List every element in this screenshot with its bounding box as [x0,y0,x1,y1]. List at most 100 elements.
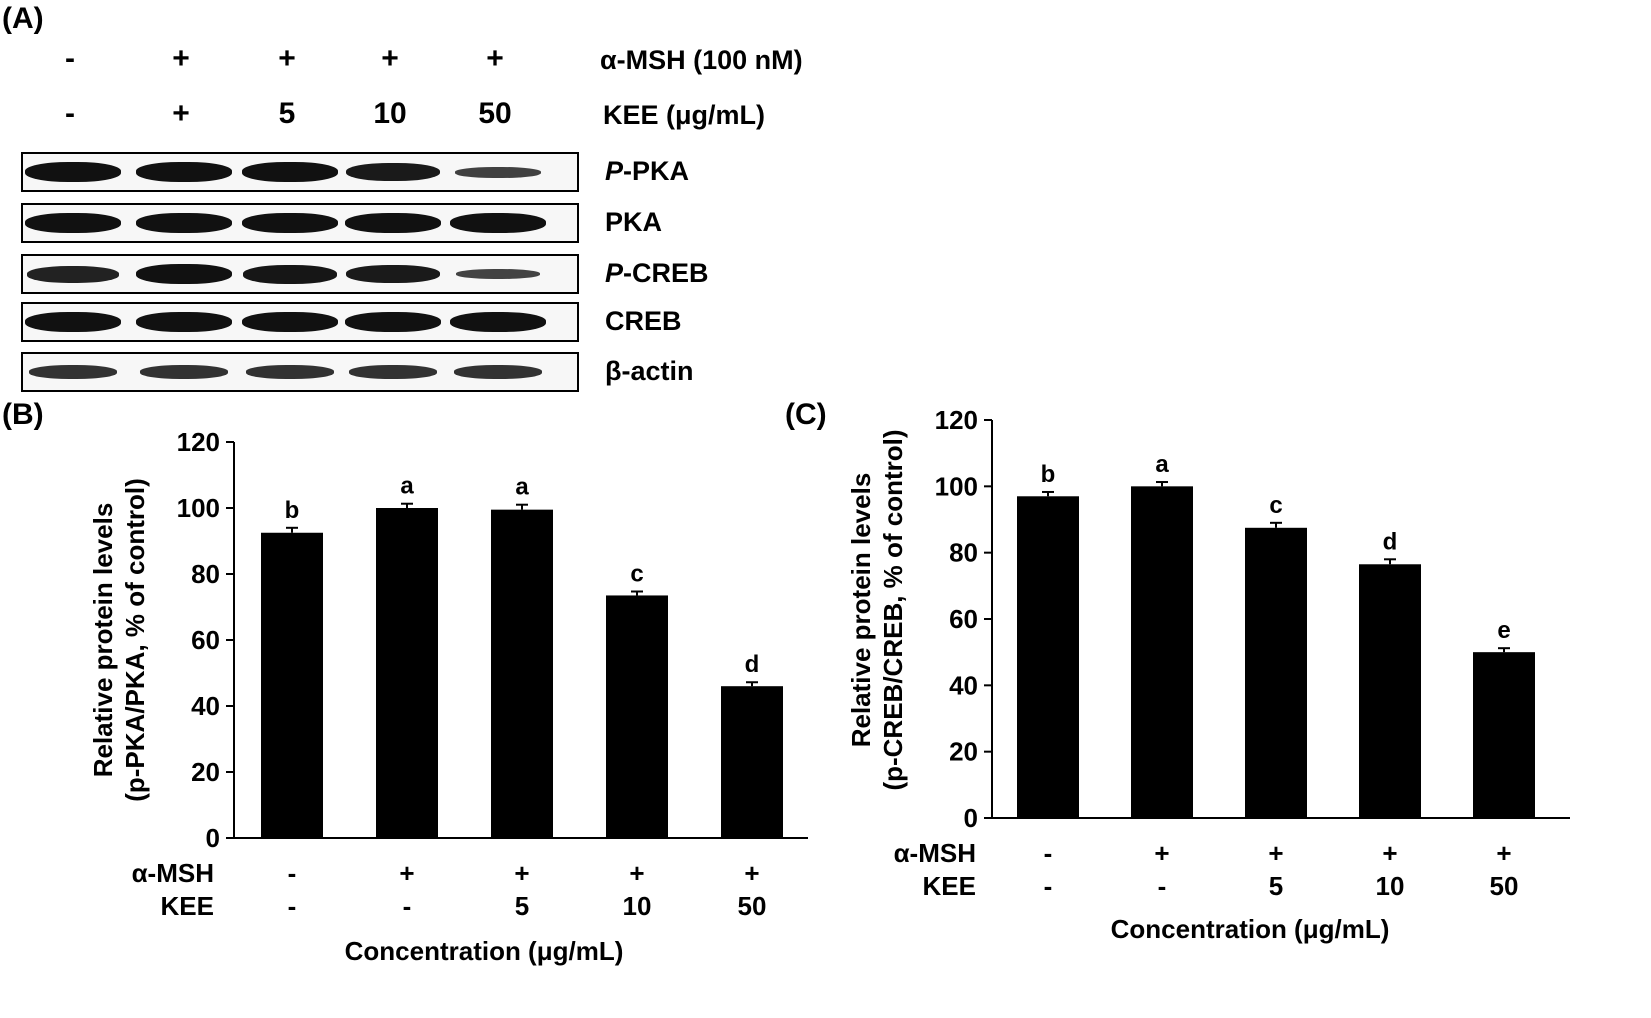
panel-c-label: (C) [785,398,827,431]
lane-treatment-value: 5 [278,97,296,130]
y-axis-label: (p-PKA/PKA, % of control) [120,478,150,802]
blot-band [455,166,541,178]
y-axis-label: Relative protein levels [88,503,118,778]
blot-label-prefix: P [605,156,624,186]
bar [1017,496,1079,818]
lane-treatment-value: + [278,42,296,75]
y-tick-label: 40 [191,691,220,721]
treatment-value: + [1268,838,1283,868]
blot-band [456,269,540,279]
treatment-value: + [514,858,529,888]
treatment-value: + [399,858,414,888]
bar [1245,527,1307,818]
y-tick-label: 80 [949,538,978,568]
bar [261,532,323,838]
treatment-header: KEE (μg/mL) [603,100,766,130]
treatment-value: + [1496,838,1511,868]
blot-band [25,312,121,332]
blot-label-text: CREB [605,306,682,336]
significance-letter: d [1383,528,1398,555]
blot-band [139,365,229,379]
significance-letter: a [515,474,529,501]
bar [376,508,438,838]
blot-label-text: PKA [605,207,663,237]
lane-treatment-value: 10 [373,97,407,130]
y-axis-label: (p-CREB/CREB, % of control) [878,429,908,790]
treatment-value: - [403,891,412,921]
bar [721,686,783,838]
blot-strip [21,352,579,392]
treatment-value: 10 [1376,871,1405,901]
y-tick-label: 20 [949,737,978,767]
chart-c-creb: 0 20 40 60 80 100 120 Relative protein levels (p… [846,405,1570,944]
chart-b-pka: 0 20 40 60 80 100 120 Relative protein levels (p… [88,427,808,966]
blot-strip [21,152,579,192]
y-tick-label: 100 [935,471,978,501]
lane-treatment-value: + [381,42,399,75]
treatment-value: - [288,891,297,921]
blot-band [242,213,338,233]
y-tick-label: 120 [935,405,978,435]
blot-label: PKA [605,207,662,238]
treatment-value: 10 [623,891,652,921]
blot-strip [21,203,579,243]
blot-band [345,162,441,182]
blot-label: P-CREB [605,258,709,289]
panel-a-label: (A) [2,2,44,35]
blot-band [25,213,121,233]
treatment-value: - [1158,871,1167,901]
y-tick-label: 0 [964,803,978,833]
significance-letter: a [400,473,414,500]
treatment-value: 50 [738,891,767,921]
blot-band [26,265,120,283]
blot-band [453,365,543,379]
panel-b-label: (B) [2,398,44,431]
blot-label: P-PKA [605,156,689,187]
y-tick-label: 40 [949,670,978,700]
y-tick-label: 0 [206,823,220,853]
blot-band [136,264,232,284]
blot-label-text: β-actin [605,356,694,386]
significance-letter: e [1497,617,1510,644]
lane-treatment-value: + [486,42,504,75]
blot-label-text: -CREB [623,258,709,288]
blot-band [345,213,441,233]
y-tick-label: 120 [177,427,220,457]
y-tick-label: 60 [191,625,220,655]
lane-treatment-value: + [172,97,190,130]
treatment-value: + [744,858,759,888]
treatment-row-label: KEE [161,891,214,921]
blot-label: CREB [605,306,682,337]
treatment-value: + [1154,838,1169,868]
lane-treatment-value: - [65,42,75,75]
lane-treatment-value: + [172,42,190,75]
treatment-value: - [1044,838,1053,868]
treatment-value: + [1382,838,1397,868]
blot-label: β-actin [605,356,694,387]
y-tick-label: 100 [177,493,220,523]
lane-treatment-value: - [65,97,75,130]
treatment-value: 5 [1269,871,1283,901]
significance-letter: b [1041,461,1056,488]
blot-band [450,312,546,332]
blot-band [346,265,440,283]
blot-band [136,213,232,233]
treatment-row-label: α-MSH [132,858,214,888]
blot-band [136,312,232,332]
y-tick-label: 20 [191,757,220,787]
significance-letter: b [285,497,300,524]
treatment-row-label: α-MSH [894,838,976,868]
treatment-value: + [629,858,644,888]
blot-band [242,264,338,284]
treatment-value: 50 [1490,871,1519,901]
blot-label-text: -PKA [623,156,690,186]
significance-letter: c [630,560,643,587]
blot-band [28,365,118,379]
blot-label-prefix: P [605,258,624,288]
blot-band [242,162,338,182]
bar [606,595,668,838]
bar [1359,564,1421,818]
blot-strip [21,302,579,342]
x-axis-label: Concentration (μg/mL) [1111,914,1390,944]
blot-band [25,162,121,182]
